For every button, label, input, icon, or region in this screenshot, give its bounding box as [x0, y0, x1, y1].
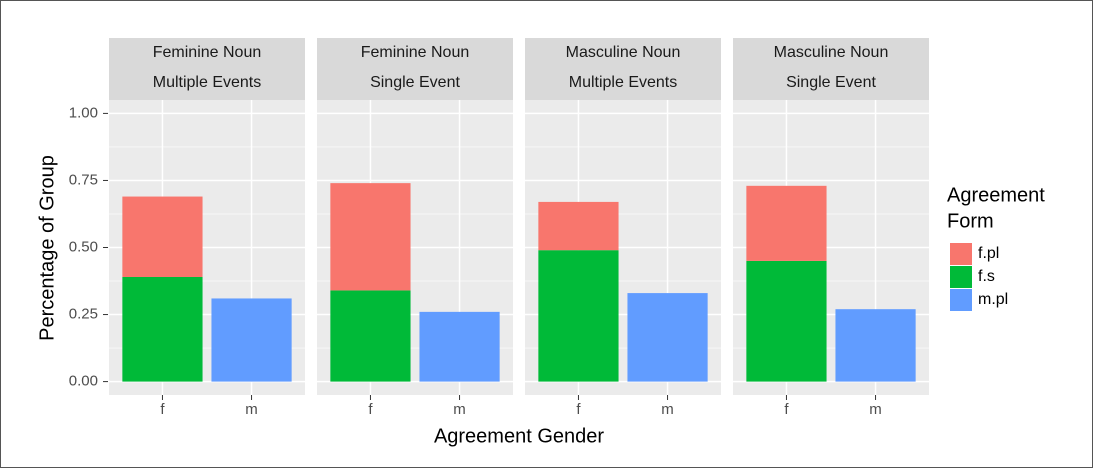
- bar: [538, 201, 619, 251]
- legend-label: f.s: [978, 268, 995, 285]
- x-axis-title: Agreement Gender: [434, 425, 604, 447]
- x-tick-label: f: [160, 401, 165, 418]
- facet-title: Multiple Events: [569, 74, 678, 91]
- x-tick-label: f: [784, 401, 789, 418]
- legend-label: m.pl: [978, 291, 1008, 308]
- facet-title: Multiple Events: [153, 74, 262, 91]
- facet-title: Masculine Noun: [774, 44, 889, 61]
- facet-title: Single Event: [786, 74, 876, 91]
- y-tick-label: 0.75: [69, 171, 98, 188]
- legend-title: Agreement: [947, 184, 1045, 206]
- x-tick-label: f: [576, 401, 581, 418]
- facet-title: Single Event: [370, 74, 460, 91]
- strip: [109, 38, 305, 100]
- legend-key: [950, 243, 972, 265]
- bar: [419, 311, 500, 382]
- bar: [330, 183, 411, 291]
- facet-title: Masculine Noun: [566, 44, 681, 61]
- bar: [627, 293, 708, 382]
- strip: [733, 38, 929, 100]
- legend-key: [950, 289, 972, 311]
- legend-label: f.pl: [978, 245, 999, 262]
- y-tick-label: 0.50: [69, 238, 98, 255]
- y-tick-label: 0.25: [69, 306, 98, 323]
- bar: [122, 196, 203, 277]
- strip: [525, 38, 721, 100]
- x-tick-label: m: [661, 401, 674, 418]
- y-tick-label: 1.00: [69, 104, 98, 121]
- bar: [746, 260, 827, 382]
- bar: [746, 185, 827, 261]
- y-axis-title: Percentage of Group: [36, 155, 58, 341]
- y-tick-label: 0.00: [69, 373, 98, 390]
- bar: [122, 277, 203, 382]
- x-tick-label: m: [453, 401, 466, 418]
- facet-title: Feminine Noun: [361, 44, 470, 61]
- bar: [211, 298, 292, 382]
- bar: [538, 250, 619, 382]
- x-tick-label: m: [869, 401, 882, 418]
- x-tick-label: f: [368, 401, 373, 418]
- x-tick-label: m: [245, 401, 258, 418]
- facet-title: Feminine Noun: [153, 44, 262, 61]
- bar: [330, 290, 411, 382]
- legend-title: Form: [947, 210, 994, 232]
- strip: [317, 38, 513, 100]
- legend-key: [950, 266, 972, 288]
- bar: [835, 309, 916, 382]
